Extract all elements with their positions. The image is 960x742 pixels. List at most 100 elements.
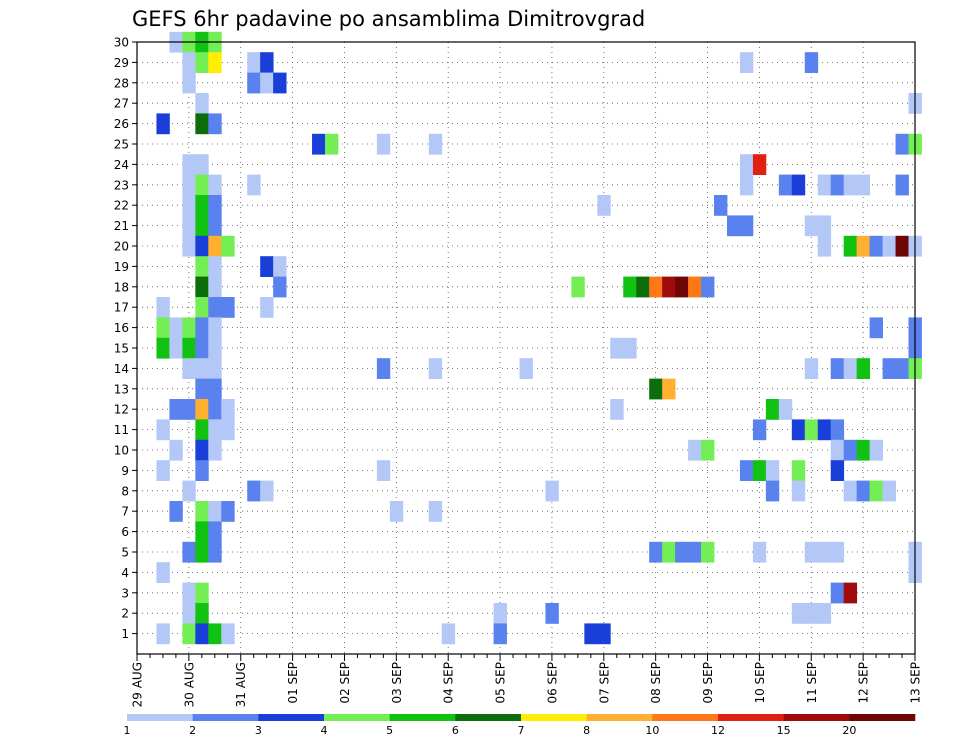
heatmap-cell: [869, 439, 883, 461]
heatmap-cell: [856, 480, 871, 502]
heatmap-cell: [765, 399, 780, 420]
y-tick-label: 30: [114, 36, 129, 50]
heatmap-cell: [791, 419, 806, 441]
heatmap-cell: [195, 603, 209, 624]
heatmap-cell: [545, 603, 559, 624]
heatmap-cell: [649, 378, 663, 400]
heatmap-cell: [182, 337, 196, 359]
colorbar-label: 15: [777, 724, 791, 737]
y-tick-label: 26: [114, 117, 129, 131]
heatmap-cell: [584, 623, 598, 645]
heatmap-cell: [752, 541, 767, 563]
heatmap-cell: [428, 133, 443, 155]
heatmap-cell: [701, 276, 715, 298]
heatmap-cell: [882, 235, 896, 257]
heatmap-cell: [195, 337, 209, 359]
colorbar-swatch: [718, 714, 784, 721]
heatmap-cell: [195, 399, 209, 420]
heatmap-cell: [221, 501, 235, 522]
heatmap-cell: [221, 623, 235, 645]
y-tick-label: 24: [114, 158, 129, 172]
heatmap-cell: [182, 399, 196, 420]
y-tick-label: 20: [114, 240, 129, 254]
heatmap-cell: [247, 72, 261, 94]
heatmap-cell: [739, 174, 754, 196]
colorbar-label: 6: [452, 724, 459, 737]
heatmap-cell: [208, 276, 222, 298]
heatmap-cell: [843, 582, 858, 604]
heatmap-cell: [597, 195, 611, 216]
y-tick-label: 13: [114, 382, 129, 396]
colorbar-label: 8: [583, 724, 590, 737]
heatmap-cell: [156, 623, 170, 645]
colorbar-swatch: [521, 714, 587, 721]
heatmap-cell: [843, 174, 858, 196]
colorbar-label: 7: [518, 724, 525, 737]
heatmap-cell: [156, 113, 170, 135]
y-tick-label: 29: [114, 56, 129, 70]
heatmap-cell: [804, 419, 819, 441]
heatmap-cell: [882, 358, 896, 379]
heatmap-cell: [817, 541, 832, 563]
heatmap-cell: [817, 215, 832, 237]
y-tick-label: 15: [114, 342, 129, 356]
heatmap-cell: [830, 174, 845, 196]
heatmap-cell: [156, 297, 170, 318]
y-tick-label: 23: [114, 178, 129, 192]
plot-frame: [136, 41, 916, 655]
heatmap-cell: [169, 399, 183, 420]
colorbar-swatch: [652, 714, 719, 721]
heatmap-cell: [195, 541, 209, 563]
colorbar-label: 1: [124, 724, 131, 737]
heatmap-cell: [208, 235, 222, 257]
x-tick-label: 09 SEP: [701, 662, 715, 704]
heatmap-cell: [843, 235, 858, 257]
x-tick-label: 29 AUG: [131, 662, 145, 707]
heatmap-cell: [195, 378, 209, 400]
heatmap-cell: [597, 623, 611, 645]
heatmap-cell: [701, 541, 715, 563]
x-tick-label: 12 SEP: [857, 662, 871, 704]
grid-layer: [137, 41, 915, 654]
heatmap-cell: [221, 419, 235, 441]
heatmap-cell: [739, 460, 754, 481]
heatmap-cell: [636, 276, 650, 298]
x-tick-label: 07 SEP: [597, 662, 611, 704]
heatmap-cell: [843, 480, 858, 502]
heatmap-cell: [701, 439, 715, 461]
heatmap-cell: [195, 439, 209, 461]
heatmap-cell: [817, 603, 832, 624]
heatmap-cell: [830, 582, 845, 604]
heatmap-cell: [545, 480, 559, 502]
colorbar-swatch: [783, 714, 850, 721]
heatmap-cell: [195, 358, 209, 379]
heatmap-cell: [830, 460, 845, 481]
y-tick-label: 14: [114, 362, 129, 376]
heatmap-cell: [195, 297, 209, 318]
heatmap-cell: [791, 460, 806, 481]
heatmap-cell: [804, 52, 819, 73]
heatmap-cell: [869, 235, 883, 257]
heatmap-cell: [208, 419, 222, 441]
y-tick-label: 17: [114, 301, 129, 315]
heatmap-cell: [739, 215, 754, 237]
heatmap-cell: [208, 399, 222, 420]
heatmap-cell: [804, 215, 819, 237]
colorbar-label: 4: [321, 724, 328, 737]
heatmap-cell: [273, 256, 287, 277]
heatmap-cell: [895, 358, 909, 379]
heatmap-cell: [856, 439, 871, 461]
heatmap-cell: [389, 501, 404, 522]
y-tick-label: 4: [121, 566, 129, 580]
x-tick-label: 31 AUG: [234, 662, 248, 707]
heatmap-cell: [675, 276, 689, 298]
heatmap-cell: [208, 378, 222, 400]
heatmap-cell: [182, 215, 196, 237]
heatmap-cell: [312, 133, 326, 155]
heatmap-cell: [649, 276, 663, 298]
y-tick-label: 21: [114, 219, 129, 233]
colorbar-swatch: [849, 714, 916, 721]
heatmap-cell: [156, 317, 170, 339]
heatmap-cell: [662, 276, 676, 298]
heatmap-cell: [260, 480, 274, 502]
